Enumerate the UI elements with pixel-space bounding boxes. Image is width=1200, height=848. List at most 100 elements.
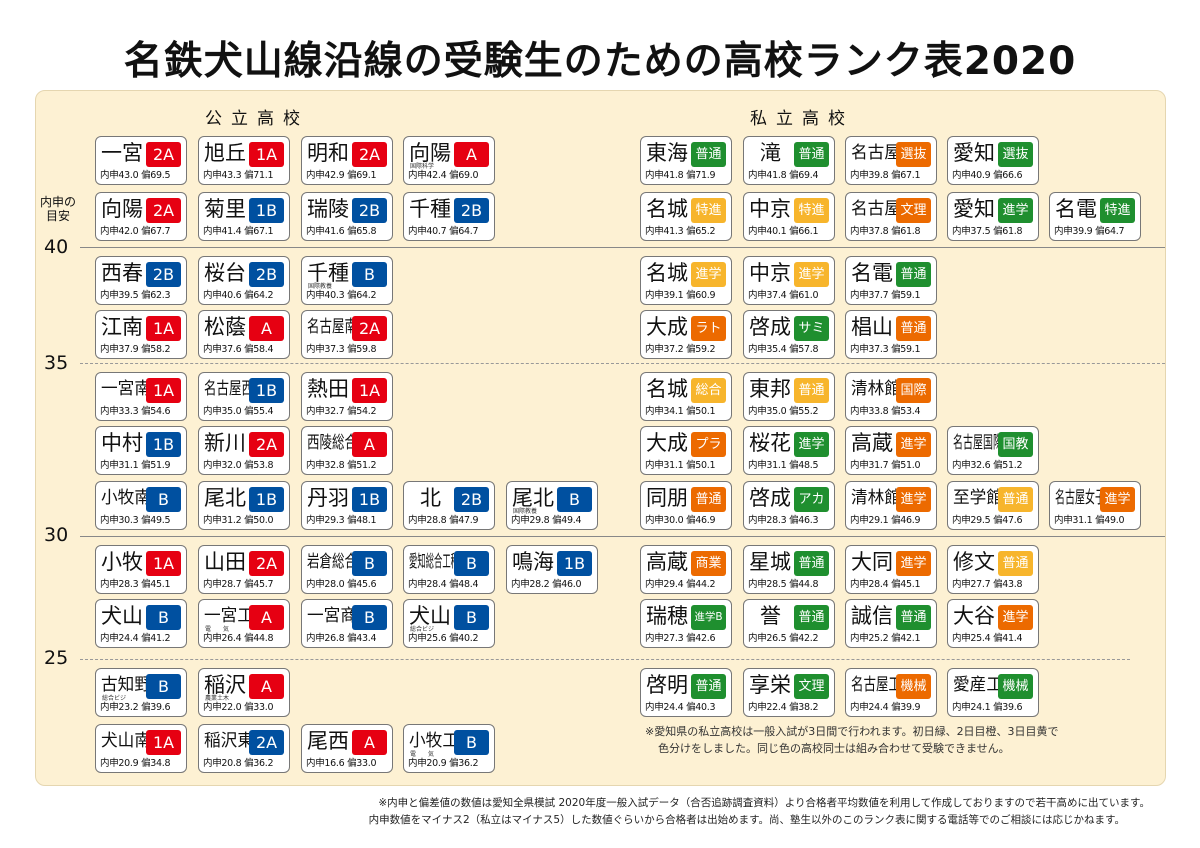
hensa-label: 偏 bbox=[449, 579, 459, 590]
hensa-label: 偏 bbox=[141, 758, 151, 769]
school-name: 尾北 bbox=[204, 486, 246, 510]
naishin-value: 37.3 bbox=[324, 344, 345, 355]
school-card: 瑞陵 2B 内申41.6 偏65.8 bbox=[301, 192, 393, 241]
course-badge: A bbox=[249, 674, 284, 699]
score-line: 内申35.0 偏55.4 bbox=[203, 406, 287, 417]
course-badge: 進学 bbox=[998, 605, 1033, 630]
naishin-value: 35.0 bbox=[221, 406, 242, 417]
naishin-label: 内申 bbox=[748, 633, 767, 644]
course-badge: 進学 bbox=[794, 432, 829, 457]
school-name: 一宮商 bbox=[307, 606, 357, 626]
school-card: 新川 2A 内申32.0 偏53.8 bbox=[198, 426, 290, 475]
axis-tick-30: 30 bbox=[44, 524, 69, 546]
course-badge: 1A bbox=[146, 316, 181, 341]
school-card: 犬山南 1A 内申20.9 偏34.8 bbox=[95, 724, 187, 773]
school-name: 星城 bbox=[749, 550, 791, 574]
hensa-value: 39.6 bbox=[1002, 702, 1023, 713]
hensa-label: 偏 bbox=[244, 344, 254, 355]
school-name: 桜花 bbox=[749, 431, 791, 455]
naishin-label: 内申 bbox=[408, 633, 427, 644]
hensa-value: 61.8 bbox=[900, 226, 921, 237]
course-badge: 2A bbox=[146, 142, 181, 167]
naishin-label: 内申 bbox=[1054, 226, 1073, 237]
school-name: 明和 bbox=[307, 141, 349, 165]
naishin-label: 内申 bbox=[511, 515, 530, 526]
axis-title-line: 内申の bbox=[40, 195, 77, 209]
score-line: 内申29.1 偏46.9 bbox=[850, 515, 934, 526]
naishin-value: 37.7 bbox=[868, 290, 889, 301]
course-badge: 1A bbox=[146, 551, 181, 576]
school-name: 名古屋 bbox=[851, 143, 901, 163]
naishin-value: 40.7 bbox=[426, 226, 447, 237]
hensa-label: 偏 bbox=[891, 702, 901, 713]
hensa-label: 偏 bbox=[686, 290, 696, 301]
naishin-value: 32.8 bbox=[324, 460, 345, 471]
hensa-label: 偏 bbox=[449, 758, 459, 769]
naishin-value: 30.3 bbox=[118, 515, 139, 526]
score-line: 内申23.2 偏39.6 bbox=[100, 702, 184, 713]
naishin-label: 内申 bbox=[850, 226, 869, 237]
naishin-value: 41.4 bbox=[221, 226, 242, 237]
course-badge: 普通 bbox=[998, 551, 1033, 576]
score-line: 内申28.3 偏45.1 bbox=[100, 579, 184, 590]
school-name: 尾北 bbox=[512, 486, 554, 510]
hensa-value: 36.2 bbox=[458, 758, 479, 769]
school-card: 啓成 サミ 内申35.4 偏57.8 bbox=[743, 310, 835, 359]
naishin-label: 内申 bbox=[203, 633, 222, 644]
naishin-label: 内申 bbox=[645, 290, 664, 301]
hensa-value: 66.6 bbox=[1002, 170, 1023, 181]
hensa-value: 59.8 bbox=[356, 344, 377, 355]
hensa-value: 47.6 bbox=[1002, 515, 1023, 526]
naishin-value: 31.1 bbox=[663, 460, 684, 471]
school-name: 大成 bbox=[646, 431, 688, 455]
score-line: 内申37.8 偏61.8 bbox=[850, 226, 934, 237]
school-name: 小牧工 bbox=[409, 731, 459, 751]
score-line: 内申39.1 偏60.9 bbox=[645, 290, 729, 301]
naishin-value: 25.4 bbox=[970, 633, 991, 644]
hensa-value: 47.9 bbox=[458, 515, 479, 526]
school-card: 啓成 アカ 内申28.3 偏46.3 bbox=[743, 481, 835, 530]
school-name: 名古屋国際 bbox=[953, 433, 1003, 453]
school-name: 滝 bbox=[760, 141, 781, 165]
course-badge: A bbox=[249, 605, 284, 630]
hensa-value: 42.1 bbox=[900, 633, 921, 644]
naishin-label: 内申 bbox=[1054, 515, 1073, 526]
hensa-label: 偏 bbox=[891, 406, 901, 417]
naishin-label: 内申 bbox=[748, 290, 767, 301]
hensa-label: 偏 bbox=[347, 579, 357, 590]
naishin-value: 31.2 bbox=[221, 515, 242, 526]
school-name: 高蔵 bbox=[851, 431, 893, 455]
course-sublabel: 総合ビジ bbox=[410, 626, 435, 633]
course-badge: 普通 bbox=[896, 605, 931, 630]
axis-title: 内申の 目安 bbox=[40, 195, 76, 223]
naishin-value: 34.1 bbox=[663, 406, 684, 417]
score-line: 内申37.9 偏58.2 bbox=[100, 344, 184, 355]
hensa-label: 偏 bbox=[891, 290, 901, 301]
naishin-label: 内申 bbox=[306, 515, 325, 526]
naishin-value: 33.8 bbox=[868, 406, 889, 417]
footer-line: 内申数値をマイナス2（私立はマイナス5）した数値ぐらいから合格者は出始めます。尚… bbox=[368, 814, 1125, 826]
score-line: 内申37.3 偏59.1 bbox=[850, 344, 934, 355]
naishin-label: 内申 bbox=[952, 170, 971, 181]
school-name: 清林館 bbox=[851, 488, 901, 508]
course-badge: B bbox=[454, 551, 489, 576]
course-badge: 普通 bbox=[896, 262, 931, 287]
course-badge: サミ bbox=[794, 316, 829, 341]
axis-tick-40: 40 bbox=[44, 236, 69, 258]
naishin-label: 内申 bbox=[408, 170, 427, 181]
naishin-label: 内申 bbox=[306, 460, 325, 471]
hensa-value: 57.8 bbox=[798, 344, 819, 355]
score-line: 内申31.7 偏51.0 bbox=[850, 460, 934, 471]
naishin-value: 42.4 bbox=[426, 170, 447, 181]
hensa-label: 偏 bbox=[993, 579, 1003, 590]
naishin-value: 42.9 bbox=[324, 170, 345, 181]
naishin-label: 内申 bbox=[306, 170, 325, 181]
hensa-value: 33.0 bbox=[356, 758, 377, 769]
score-line: 内申25.4 偏41.4 bbox=[952, 633, 1036, 644]
naishin-value: 37.3 bbox=[868, 344, 889, 355]
hensa-value: 64.7 bbox=[458, 226, 479, 237]
school-name: 鳴海 bbox=[512, 550, 554, 574]
score-line: 内申41.3 偏65.2 bbox=[645, 226, 729, 237]
school-card: 中京 進学 内申37.4 偏61.0 bbox=[743, 256, 835, 305]
school-card: 名城 進学 内申39.1 偏60.9 bbox=[640, 256, 732, 305]
